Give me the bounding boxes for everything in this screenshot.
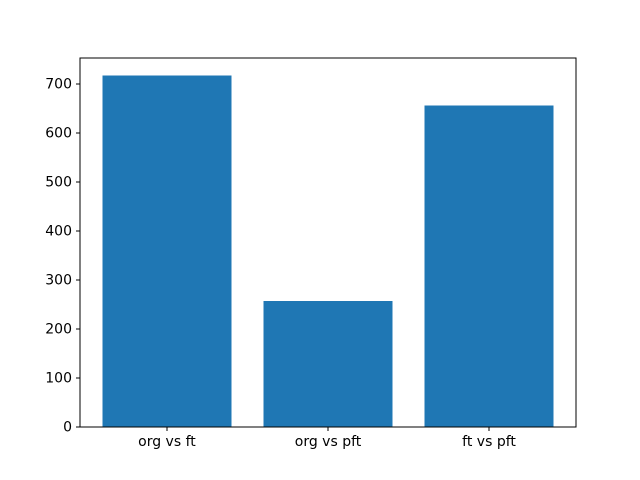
y-tick-label: 500 — [45, 174, 72, 190]
y-tick-label: 300 — [45, 272, 72, 288]
y-tick-label: 200 — [45, 321, 72, 337]
y-tick-label: 700 — [45, 76, 72, 92]
bar-org-vs-ft — [102, 75, 232, 427]
y-tick-label: 0 — [63, 420, 72, 436]
y-tick-label: 100 — [45, 371, 72, 387]
bar-org-vs-pft — [263, 301, 393, 427]
y-tick-label: 400 — [45, 223, 72, 239]
x-tick-label: ft vs pft — [462, 434, 516, 450]
x-tick-label: org vs pft — [295, 434, 362, 450]
bar-ft-vs-pft — [424, 105, 554, 427]
y-tick-label: 600 — [45, 125, 72, 141]
x-tick-label: org vs ft — [138, 434, 196, 450]
